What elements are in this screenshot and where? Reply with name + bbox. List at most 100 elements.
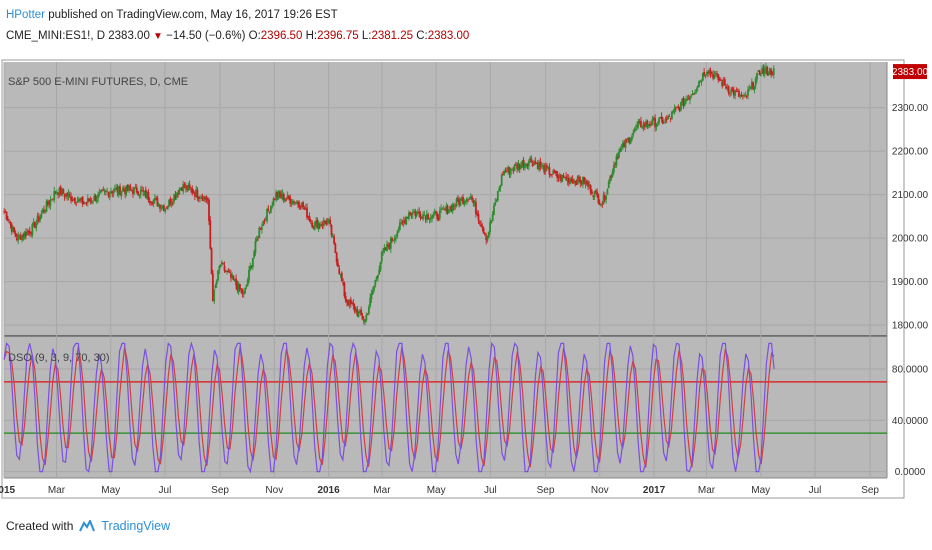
tradingview-link[interactable]: TradingView bbox=[101, 519, 171, 533]
candle-body bbox=[704, 74, 707, 76]
candle-body bbox=[62, 188, 65, 194]
candle-body bbox=[673, 108, 676, 111]
candle-body bbox=[365, 315, 368, 321]
candle-body bbox=[453, 205, 455, 207]
candle-body bbox=[366, 314, 369, 316]
candle-body bbox=[618, 151, 620, 158]
candle-body bbox=[455, 198, 458, 207]
time-axis: 2015 Mar May Jul Sep Nov 2016 Mar May Jul Sep Nov 20… bbox=[0, 485, 879, 496]
candle-body bbox=[407, 213, 410, 220]
candle-body bbox=[59, 187, 62, 195]
candle-body bbox=[218, 266, 221, 271]
candle-body bbox=[738, 90, 740, 97]
candle-body bbox=[475, 201, 477, 214]
candle-body bbox=[335, 252, 338, 263]
candle-body bbox=[465, 198, 468, 202]
candle-body bbox=[471, 196, 473, 200]
candle-body bbox=[535, 162, 538, 164]
candle-body bbox=[676, 106, 678, 108]
candle-body bbox=[705, 71, 708, 74]
candle-body bbox=[308, 216, 311, 221]
candle-body bbox=[485, 236, 488, 241]
candle-body bbox=[743, 94, 746, 96]
candle-body bbox=[464, 201, 467, 202]
candle-body bbox=[89, 200, 92, 202]
candle-body bbox=[210, 248, 213, 274]
candle-body bbox=[353, 305, 356, 312]
candle-body bbox=[186, 185, 188, 191]
candle-body bbox=[228, 272, 231, 274]
candle-body bbox=[226, 271, 228, 272]
candle-body bbox=[214, 285, 217, 289]
candle-body bbox=[504, 171, 507, 173]
candle-body bbox=[580, 182, 583, 184]
candle-body bbox=[620, 146, 623, 148]
candle-body bbox=[536, 162, 539, 170]
candle-body bbox=[152, 199, 155, 204]
candle-body bbox=[271, 205, 274, 208]
candle-body bbox=[420, 216, 423, 219]
candle-body bbox=[701, 73, 704, 81]
candle-body bbox=[104, 190, 107, 192]
candle-body bbox=[71, 200, 74, 201]
candle-body bbox=[432, 214, 435, 218]
candle-body bbox=[696, 86, 699, 89]
candle-body bbox=[34, 222, 36, 228]
x-tick-label: Nov bbox=[265, 485, 283, 496]
candle-body bbox=[520, 164, 522, 169]
candle-body bbox=[656, 123, 659, 125]
candle-body bbox=[125, 185, 128, 194]
candle-body bbox=[356, 309, 359, 316]
candle-body bbox=[161, 206, 164, 209]
candle-body bbox=[717, 74, 720, 81]
candle-body bbox=[594, 190, 597, 192]
candle-body bbox=[52, 198, 54, 200]
candle-body bbox=[258, 227, 261, 239]
candle-body bbox=[143, 190, 146, 193]
candle-body bbox=[709, 70, 712, 74]
candle-body bbox=[77, 199, 80, 202]
price-tick-label: 2100.00 bbox=[892, 190, 929, 201]
candle-body bbox=[340, 272, 343, 282]
candle-body bbox=[503, 171, 506, 175]
candle-body bbox=[507, 166, 510, 173]
candle-body bbox=[561, 175, 564, 182]
candle-body bbox=[410, 212, 413, 215]
candle-body bbox=[386, 244, 388, 252]
candle-body bbox=[85, 202, 88, 204]
candle-body bbox=[658, 118, 660, 124]
price-tick-label: 1800.00 bbox=[892, 321, 929, 332]
candle-body bbox=[9, 222, 12, 225]
candle-body bbox=[428, 219, 431, 221]
candle-body bbox=[649, 123, 651, 126]
candle-body bbox=[441, 209, 444, 210]
candle-body bbox=[542, 165, 544, 167]
candle-body bbox=[719, 80, 722, 82]
author-link[interactable]: HPotter bbox=[6, 9, 45, 21]
candle-body bbox=[493, 205, 495, 215]
candle-body bbox=[294, 202, 297, 204]
candle-body bbox=[508, 167, 511, 174]
x-tick-label: 2017 bbox=[643, 485, 666, 496]
candle-body bbox=[79, 200, 81, 201]
candle-body bbox=[596, 191, 599, 196]
candle-body bbox=[651, 118, 654, 126]
candle-body bbox=[634, 128, 637, 130]
x-tick-label: May bbox=[101, 485, 120, 496]
candle-body bbox=[312, 226, 315, 229]
candle-body bbox=[570, 178, 573, 181]
candle-body bbox=[721, 81, 724, 87]
candle-body bbox=[395, 237, 397, 239]
candle-body bbox=[156, 197, 159, 207]
candle-body bbox=[330, 225, 333, 236]
candle-body bbox=[221, 262, 223, 265]
candle-body bbox=[729, 92, 731, 94]
candle-body bbox=[534, 160, 537, 164]
candle-body bbox=[522, 160, 525, 168]
candle-body bbox=[165, 207, 168, 209]
candle-body bbox=[411, 212, 414, 215]
candle-body bbox=[46, 201, 49, 205]
candle-body bbox=[150, 201, 152, 203]
candle-body bbox=[380, 252, 383, 262]
